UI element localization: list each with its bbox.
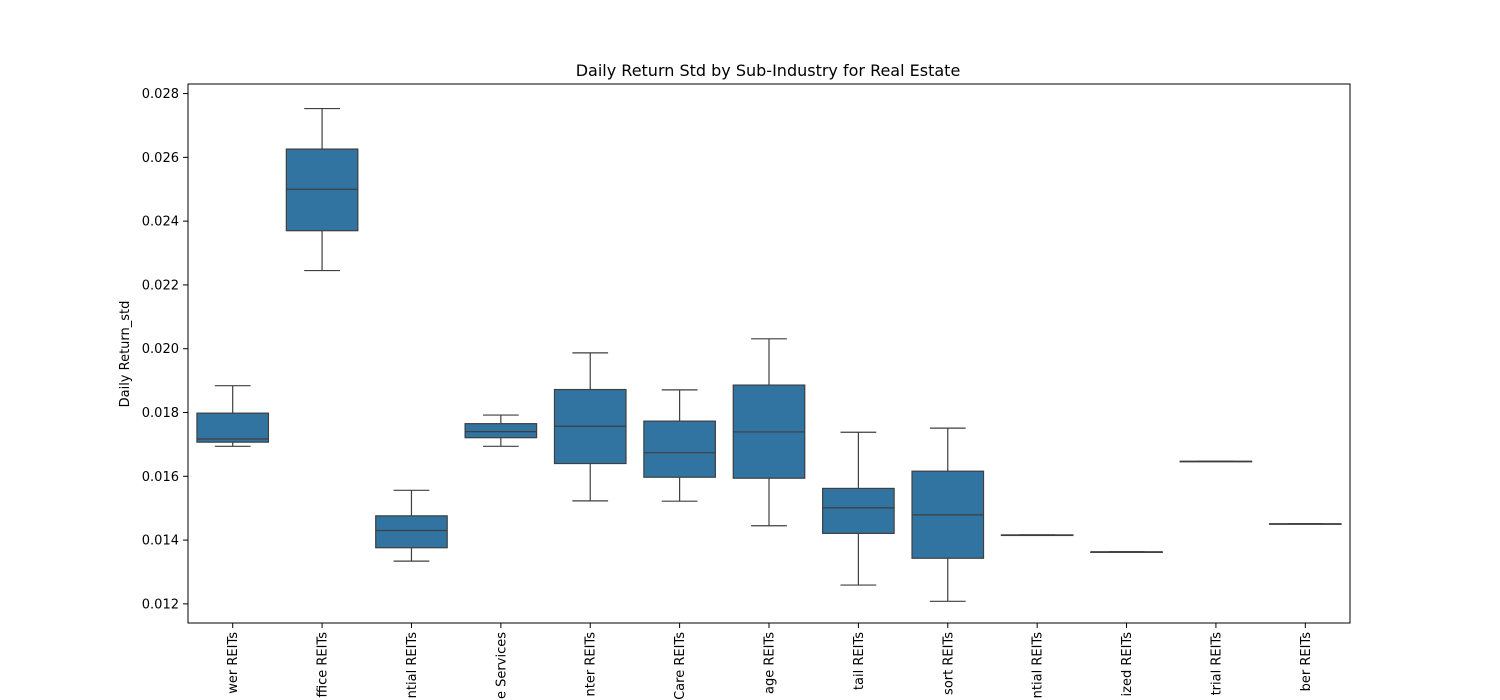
box-group bbox=[375, 489, 448, 562]
y-tick-label: 0.020 bbox=[142, 342, 179, 357]
y-tick-label: 0.012 bbox=[142, 597, 179, 612]
y-axis-label: Daily Return_std bbox=[118, 301, 133, 408]
x-tick-label: Care REITs bbox=[673, 632, 688, 700]
y-tick-label: 0.022 bbox=[142, 278, 179, 293]
boxes-layer bbox=[196, 107, 1342, 602]
box-group bbox=[1268, 523, 1342, 525]
box-group bbox=[1179, 460, 1253, 463]
box-group bbox=[196, 385, 270, 447]
box-iqr bbox=[822, 487, 895, 534]
x-tick-label: trial REITs bbox=[1209, 632, 1224, 696]
y-tick-label: 0.024 bbox=[142, 215, 179, 230]
x-tick-label: sort REITs bbox=[941, 632, 956, 695]
plot-frame bbox=[187, 83, 1351, 624]
box-group bbox=[464, 414, 538, 447]
box-iqr bbox=[196, 412, 270, 443]
x-ticks-layer: wer REITs ffice REITs ntial REITs e Service… bbox=[226, 623, 1314, 700]
chart-title: Daily Return Std by Sub-Industry for Rea… bbox=[576, 61, 961, 80]
y-ticks-layer: 0.012 0.014 0.016 0.018 0.020 0.022 0.024 0.026… bbox=[142, 87, 188, 612]
x-tick-label: tail REITs bbox=[852, 632, 867, 690]
box-iqr bbox=[464, 423, 538, 439]
y-tick-label: 0.016 bbox=[142, 470, 179, 485]
y-tick-label: 0.014 bbox=[142, 534, 179, 549]
box-group bbox=[911, 427, 985, 602]
box-iqr bbox=[375, 515, 448, 549]
box-group bbox=[1090, 551, 1163, 553]
y-tick-label: 0.026 bbox=[142, 151, 179, 166]
box-iqr bbox=[285, 148, 359, 232]
box-iqr bbox=[643, 420, 716, 478]
x-tick-label: ized REITs bbox=[1120, 632, 1135, 697]
box-group bbox=[1000, 534, 1074, 537]
x-tick-label: wer REITs bbox=[226, 632, 241, 694]
y-tick-label: 0.028 bbox=[142, 87, 179, 102]
x-tick-label: nter REITs bbox=[584, 632, 599, 697]
x-tick-label: ffice REITs bbox=[316, 632, 331, 698]
x-tick-label: ber REITs bbox=[1299, 632, 1314, 692]
x-tick-label: ntial REITs bbox=[1031, 632, 1046, 699]
box-group bbox=[553, 352, 627, 502]
x-tick-label: ntial REITs bbox=[405, 632, 420, 699]
box-group bbox=[732, 338, 806, 527]
box-group bbox=[285, 107, 359, 272]
y-tick-label: 0.018 bbox=[142, 406, 179, 421]
box-group bbox=[643, 389, 716, 502]
x-tick-label: age REITs bbox=[763, 632, 778, 694]
x-tick-label: e Services bbox=[494, 632, 509, 699]
box-group bbox=[822, 431, 895, 586]
